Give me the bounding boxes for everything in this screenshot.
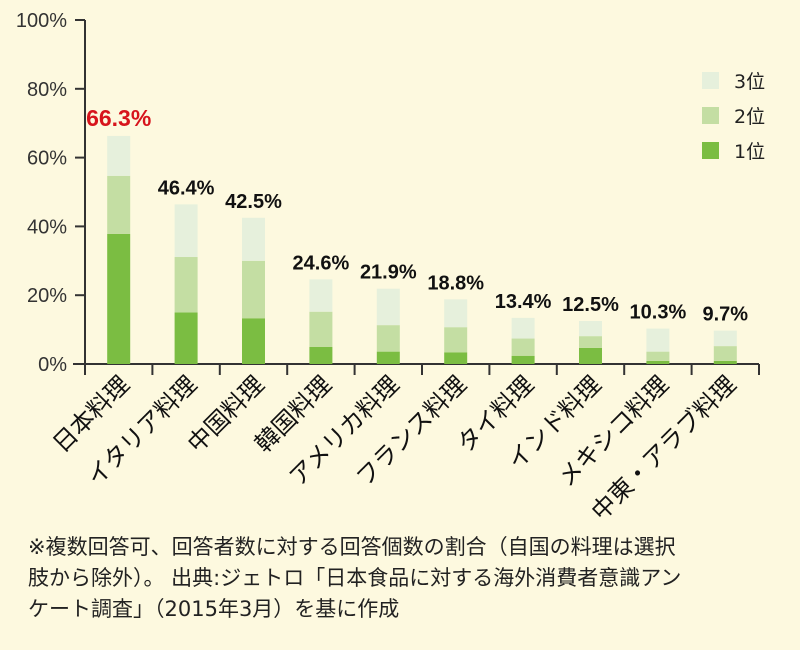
- total-label: 12.5%: [562, 294, 619, 316]
- bar-segment-3位: [107, 135, 131, 176]
- total-label: 42.5%: [225, 191, 282, 213]
- total-label: 18.8%: [427, 272, 484, 294]
- bar-segment-3位: [309, 279, 333, 312]
- total-label: 24.6%: [293, 252, 350, 274]
- total-label: 21.9%: [360, 262, 417, 284]
- bar-segment-1位: [444, 352, 468, 364]
- legend-label: 2位: [734, 106, 765, 128]
- bar-segment-3位: [242, 217, 265, 261]
- footnote: ※複数回答可、回答者数に対する回答個数の割合（自国の料理は選択 肢から除外）。 …: [28, 532, 788, 625]
- y-tick-label: 100%: [16, 10, 67, 32]
- bar-segment-2位: [444, 327, 468, 353]
- y-tick-label: 40%: [27, 216, 67, 238]
- bar-segment-2位: [174, 257, 198, 313]
- bar-segment-1位: [579, 347, 602, 364]
- legend-swatch: [702, 107, 719, 124]
- footnote-line: 肢から除外）。 出典:ジェトロ「日本食品に対する海外消費者意識アン: [28, 566, 682, 590]
- total-label: 46.4%: [158, 177, 215, 199]
- footnote-line: ケート調査」（2015年3月）を基に作成: [28, 597, 400, 621]
- total-label: 9.7%: [703, 304, 749, 326]
- bar-segment-2位: [309, 311, 333, 347]
- bar-segment-1位: [242, 318, 265, 364]
- bar-segment-1位: [174, 312, 198, 364]
- y-tick-label: 60%: [27, 148, 67, 170]
- bar-segment-2位: [376, 325, 400, 352]
- bar-segment-3位: [579, 321, 602, 337]
- bar-segment-1位: [309, 346, 333, 364]
- bar-segment-2位: [242, 260, 265, 319]
- bar-segment-3位: [713, 330, 737, 347]
- legend-swatch: [702, 72, 719, 89]
- total-label: 10.3%: [630, 302, 687, 324]
- bar-segment-2位: [511, 338, 535, 356]
- bar-segment-3位: [174, 204, 198, 258]
- bar-segment-3位: [646, 328, 670, 352]
- bar-segment-2位: [646, 351, 670, 361]
- total-label: 66.3%: [86, 105, 151, 131]
- bar-segment-2位: [107, 175, 131, 234]
- y-tick-label: 0%: [38, 354, 67, 376]
- bar-segment-1位: [646, 360, 670, 364]
- legend-label: 1位: [734, 141, 765, 163]
- bar-segment-2位: [579, 336, 602, 348]
- y-tick-label: 20%: [27, 285, 67, 307]
- bar-segment-1位: [713, 360, 737, 364]
- stacked-bar-chart: 0%20%40%60%80%100%66.3%日本料理46.4%イタリア料理42…: [16, 10, 765, 526]
- bar-segment-1位: [376, 351, 400, 364]
- legend-swatch: [702, 142, 719, 159]
- bar-segment-1位: [511, 355, 535, 364]
- bar-segment-3位: [444, 299, 468, 328]
- bar-segment-2位: [713, 346, 737, 361]
- bar-segment-3位: [511, 317, 535, 339]
- bar-segment-3位: [376, 288, 400, 326]
- total-label: 13.4%: [495, 291, 552, 313]
- legend-label: 3位: [734, 71, 765, 93]
- footnote-line: ※複数回答可、回答者数に対する回答個数の割合（自国の料理は選択: [28, 535, 676, 559]
- y-tick-label: 80%: [27, 79, 67, 101]
- bar-segment-1位: [107, 233, 131, 364]
